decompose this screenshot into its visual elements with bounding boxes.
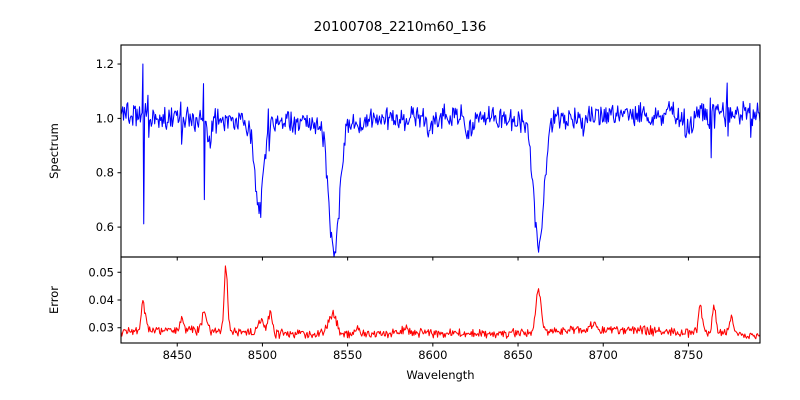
x-axis-label: Wavelength	[406, 368, 474, 382]
spectrum-y-tick-label: 1.0	[96, 111, 114, 125]
x-tick-label: 8600	[418, 348, 447, 362]
error-y-tick-label: 0.04	[88, 293, 114, 307]
x-tick-label: 8700	[589, 348, 618, 362]
x-tick-label: 8750	[674, 348, 703, 362]
error-y-axis-label: Error	[47, 286, 61, 314]
x-tick-label: 8450	[163, 348, 192, 362]
spectrum-tick-group: 0.6 0.8 1.0 1.2	[96, 57, 689, 261]
error-axes-frame	[120, 256, 761, 344]
spectrum-data-line	[120, 63, 761, 258]
error-panel: 0.03 0.04 0.05 8450 8500 8550 8600 8650 8700 8750…	[47, 256, 761, 382]
error-data-line	[120, 265, 761, 340]
error-tick-group: 0.03 0.04 0.05 8450 8500 8550 8600 8650 8700 8750	[88, 265, 703, 362]
spectrum-panel: 0.6 0.8 1.0 1.2 Spectrum	[47, 44, 761, 261]
figure-title: 20100708_2210m60_136	[314, 19, 487, 35]
x-tick-label: 8500	[248, 348, 277, 362]
spectrum-y-axis-label: Spectrum	[47, 123, 61, 179]
spectrum-y-tick-label: 0.6	[96, 220, 114, 234]
error-y-tick-label: 0.03	[88, 321, 114, 335]
spectrum-y-tick-label: 1.2	[96, 57, 114, 71]
error-y-tick-label: 0.05	[88, 265, 114, 279]
x-tick-label: 8650	[503, 348, 532, 362]
x-tick-label: 8550	[333, 348, 362, 362]
spectrum-y-tick-label: 0.8	[96, 166, 114, 180]
